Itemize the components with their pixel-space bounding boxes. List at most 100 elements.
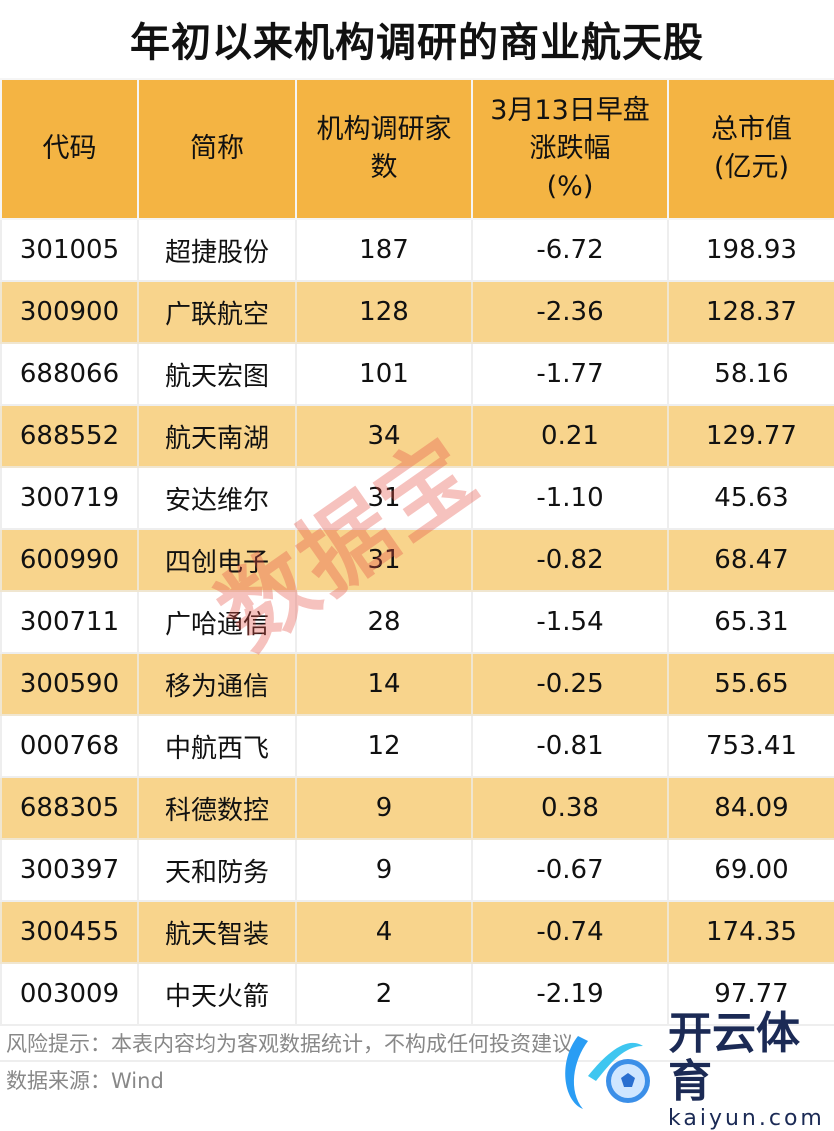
- header-line: 数: [370, 152, 398, 183]
- table-cell: -1.54: [471, 590, 669, 654]
- column-header: 机构调研家数: [295, 78, 473, 220]
- table-cell: 300455: [0, 900, 139, 964]
- table-cell: -0.74: [471, 900, 669, 964]
- header-line: 代码: [42, 133, 97, 164]
- table-cell: 中天火箭: [137, 962, 297, 1026]
- risk-notice: 风险提示：本表内容均为客观数据统计，不构成任何投资建议。: [0, 1026, 834, 1062]
- table-cell: 航天宏图: [137, 342, 297, 406]
- table-row: 000768 中航西飞 12 -0.81 753.41: [0, 714, 834, 778]
- table-row: 600990 四创电子 31 -0.82 68.47: [0, 528, 834, 592]
- table-cell: 四创电子: [137, 528, 297, 592]
- stock-table: 代码 简称 机构调研家数 3月13日早盘 涨跌幅 (%) 总市值(亿元) 301005 超捷股…: [0, 78, 834, 1026]
- header-line: (%): [546, 171, 594, 202]
- table-cell: -2.19: [471, 962, 669, 1026]
- table-cell: 0.21: [471, 404, 669, 468]
- table-cell: 12: [295, 714, 473, 778]
- table-cell: 128: [295, 280, 473, 344]
- table-cell: 31: [295, 528, 473, 592]
- page-title: 年初以来机构调研的商业航天股: [130, 20, 704, 66]
- table-row: 300900 广联航空 128 -2.36 128.37: [0, 280, 834, 344]
- table-cell: 300711: [0, 590, 139, 654]
- table-cell: 31: [295, 466, 473, 530]
- kaiyun-logo: 开云体育 kaiyun.com: [548, 1010, 834, 1131]
- table-cell: 301005: [0, 218, 139, 282]
- table-cell: 300590: [0, 652, 139, 716]
- column-header: 总市值(亿元): [667, 78, 834, 220]
- table-cell: 天和防务: [137, 838, 297, 902]
- header-text: 总市值(亿元): [710, 114, 792, 183]
- table-cell: 移为通信: [137, 652, 297, 716]
- header-line: 机构调研家: [316, 114, 452, 145]
- table-cell: 科德数控: [137, 776, 297, 840]
- table-cell: 广联航空: [137, 280, 297, 344]
- table-row: 300711 广哈通信 28 -1.54 65.31: [0, 590, 834, 654]
- table-cell: 174.35: [667, 900, 834, 964]
- header-line: 3月13日早盘: [490, 95, 650, 126]
- table-cell: 28: [295, 590, 473, 654]
- table-cell: 45.63: [667, 466, 834, 530]
- table-cell: 753.41: [667, 714, 834, 778]
- table-cell: -0.81: [471, 714, 669, 778]
- table-cell: -0.67: [471, 838, 669, 902]
- table-cell: -0.82: [471, 528, 669, 592]
- column-header: 3月13日早盘 涨跌幅 (%): [471, 78, 669, 220]
- table-cell: 688305: [0, 776, 139, 840]
- table-cell: 34: [295, 404, 473, 468]
- table-row: 300590 移为通信 14 -0.25 55.65: [0, 652, 834, 716]
- table-row: 688305 科德数控 9 0.38 84.09: [0, 776, 834, 840]
- table-cell: 航天南湖: [137, 404, 297, 468]
- table-cell: 187: [295, 218, 473, 282]
- table-cell: 300900: [0, 280, 139, 344]
- table-cell: 128.37: [667, 280, 834, 344]
- table-row: 688066 航天宏图 101 -1.77 58.16: [0, 342, 834, 406]
- table-row: 300455 航天智装 4 -0.74 174.35: [0, 900, 834, 964]
- table-cell: 129.77: [667, 404, 834, 468]
- table-cell: 69.00: [667, 838, 834, 902]
- table-row: 300719 安达维尔 31 -1.10 45.63: [0, 466, 834, 530]
- table-cell: 航天智装: [137, 900, 297, 964]
- table-cell: 中航西飞: [137, 714, 297, 778]
- table-cell: 2: [295, 962, 473, 1026]
- logo-cn: 开云体育: [668, 1008, 800, 1107]
- table-row: 688552 航天南湖 34 0.21 129.77: [0, 404, 834, 468]
- table-cell: 55.65: [667, 652, 834, 716]
- logo-k-ball-icon: [548, 1031, 668, 1111]
- header-line: 简称: [190, 133, 244, 164]
- table-cell: 000768: [0, 714, 139, 778]
- table-cell: -0.25: [471, 652, 669, 716]
- column-header: 简称: [137, 78, 297, 220]
- table-cell: 003009: [0, 962, 139, 1026]
- table-cell: 300719: [0, 466, 139, 530]
- table-cell: 超捷股份: [137, 218, 297, 282]
- table-cell: -6.72: [471, 218, 669, 282]
- table-row: 301005 超捷股份 187 -6.72 198.93: [0, 218, 834, 282]
- data-source: 数据来源：Wind: [6, 1069, 164, 1093]
- table-cell: -2.36: [471, 280, 669, 344]
- table-cell: 84.09: [667, 776, 834, 840]
- table-cell: 68.47: [667, 528, 834, 592]
- table-cell: 688066: [0, 342, 139, 406]
- logo-en: kaiyun.com: [668, 1106, 825, 1131]
- table-cell: 4: [295, 900, 473, 964]
- table-cell: 300397: [0, 838, 139, 902]
- table-cell: -1.10: [471, 466, 669, 530]
- table-cell: 600990: [0, 528, 139, 592]
- header-row: 代码 简称 机构调研家数 3月13日早盘 涨跌幅 (%) 总市值(亿元): [0, 78, 834, 220]
- table-cell: 广哈通信: [137, 590, 297, 654]
- table-cell: 9: [295, 838, 473, 902]
- table-cell: 14: [295, 652, 473, 716]
- table-cell: 688552: [0, 404, 139, 468]
- table-cell: 58.16: [667, 342, 834, 406]
- table-cell: 198.93: [667, 218, 834, 282]
- header-line: 涨跌幅: [529, 133, 611, 164]
- column-header: 代码: [0, 78, 139, 220]
- table-cell: 安达维尔: [137, 466, 297, 530]
- table-cell: -1.77: [471, 342, 669, 406]
- table-cell: 97.77: [667, 962, 834, 1026]
- table-cell: 0.38: [471, 776, 669, 840]
- table-row: 300397 天和防务 9 -0.67 69.00: [0, 838, 834, 902]
- table-row: 003009 中天火箭 2 -2.19 97.77: [0, 962, 834, 1026]
- table-cell: 65.31: [667, 590, 834, 654]
- table-cell: 9: [295, 776, 473, 840]
- table-cell: 101: [295, 342, 473, 406]
